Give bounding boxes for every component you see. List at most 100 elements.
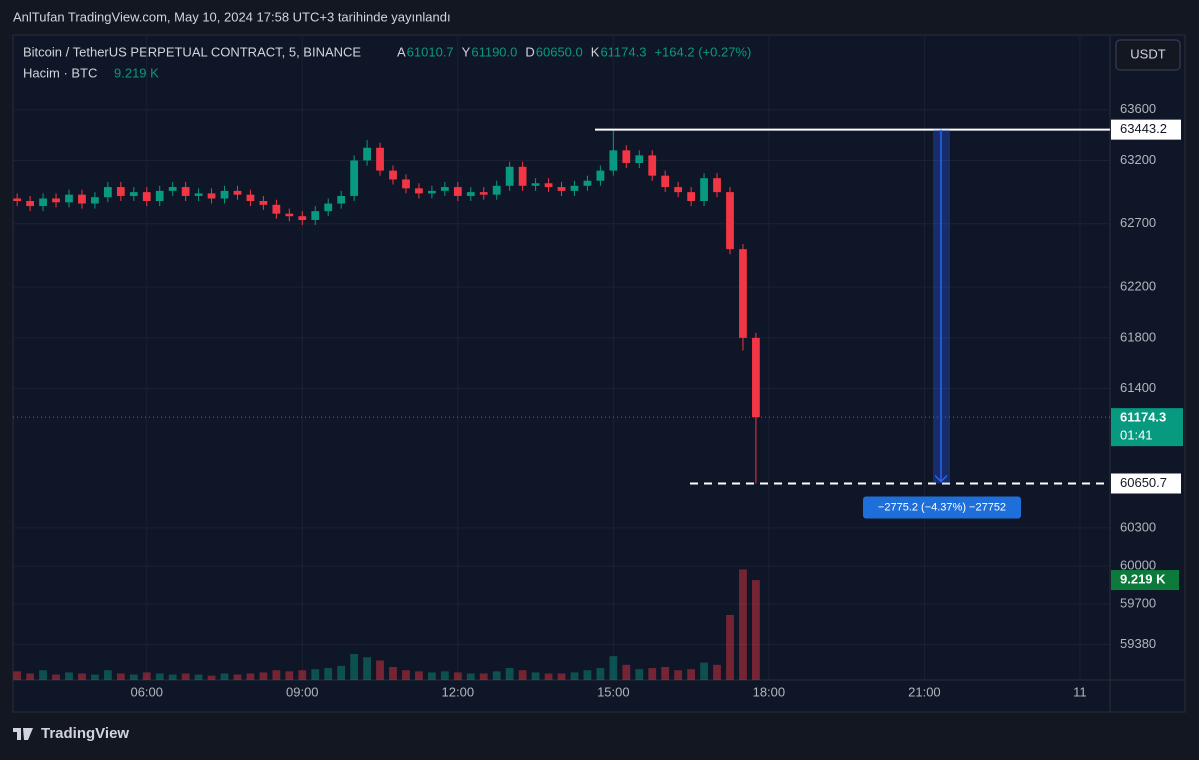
currency-button[interactable]: [1115, 39, 1181, 71]
volume-bar: [103, 670, 112, 680]
candle-body: [78, 194, 86, 204]
candle-body: [661, 175, 670, 188]
candle-body: [155, 190, 164, 202]
candle-body: [674, 187, 683, 193]
y-tick-label: 61400: [1120, 380, 1156, 395]
volume-bar: [739, 569, 747, 680]
candle-body: [311, 211, 320, 221]
candle-body: [492, 185, 501, 195]
candle-body: [622, 150, 631, 163]
volume-bar: [259, 672, 268, 680]
candle-body: [298, 216, 307, 221]
volume-bar: [700, 662, 708, 680]
candle-body: [583, 180, 592, 186]
ohlc-value: 61174.3: [600, 44, 646, 59]
y-tick-label: 61800: [1120, 329, 1156, 344]
chart-panel: [12, 34, 1186, 713]
candle-body: [65, 194, 73, 203]
volume-bar: [609, 656, 618, 680]
candle-body: [428, 190, 436, 194]
candle-body: [466, 192, 475, 196]
volume-bar: [52, 674, 60, 680]
y-tick-label: 59380: [1120, 636, 1156, 651]
volume-bar: [207, 675, 216, 680]
x-tick-label: 18:00: [753, 684, 786, 699]
candle-body: [168, 187, 177, 191]
candle-body: [389, 170, 397, 180]
candle-body: [531, 183, 540, 186]
volume-bar: [726, 614, 734, 680]
volume-bar: [91, 674, 99, 680]
candle-body: [233, 190, 242, 195]
x-tick-label: 21:00: [908, 684, 941, 699]
y-tick-label: 60000: [1120, 557, 1156, 572]
volume-bar: [168, 674, 177, 680]
y-tick-label: 60300: [1120, 519, 1156, 534]
candle-body: [726, 192, 734, 250]
volume-bar: [492, 671, 501, 680]
measure-arrowhead: [934, 474, 948, 483]
candle-body: [479, 192, 488, 195]
volume-bar: [78, 673, 86, 680]
candle-body: [39, 198, 47, 207]
volume-bar: [363, 657, 371, 680]
volume-bar: [402, 670, 410, 680]
candle-body: [220, 190, 229, 199]
volume-bar: [116, 673, 125, 680]
y-tick-label: 59700: [1120, 595, 1156, 610]
ohlc-value: 61010.7: [407, 44, 454, 59]
volume-bar: [389, 666, 397, 680]
volume-bar: [531, 672, 540, 680]
candle-body: [700, 178, 708, 202]
hline-badge: [1111, 119, 1181, 140]
volume-bar: [129, 674, 138, 680]
candle-body: [194, 193, 203, 196]
volume-bar: [324, 668, 333, 680]
candle-body: [116, 187, 125, 196]
candle-body: [544, 183, 553, 188]
countdown: 01:41: [1120, 428, 1153, 443]
candle-body: [402, 179, 410, 189]
hline-badge: [1111, 473, 1181, 494]
volume-bar: [376, 660, 384, 680]
y-tick-label: 62700: [1120, 215, 1156, 230]
volume-bar: [661, 666, 670, 680]
y-tick-label: 63200: [1120, 152, 1156, 167]
ohlc-value: 60650.0: [536, 44, 583, 59]
volume-bar: [26, 673, 34, 680]
candle-body: [129, 192, 138, 196]
volume-bar: [648, 668, 657, 680]
candle-body: [181, 187, 190, 196]
candle-body: [91, 197, 99, 204]
volume-bar: [622, 664, 631, 680]
volume-bar: [713, 664, 721, 680]
volume-bar: [518, 670, 527, 680]
candle-body: [207, 193, 216, 199]
candle-body: [635, 155, 644, 163]
ohlc-key: Y: [462, 44, 471, 59]
measure-box: [863, 496, 1021, 519]
volume-bar: [570, 672, 579, 680]
volume-bar: [674, 670, 683, 680]
last-price-label: 61174.3: [1120, 410, 1166, 425]
volume-bar: [181, 673, 190, 680]
volume-bar: [479, 673, 488, 680]
x-tick-label: 15:00: [597, 684, 630, 699]
candle-body: [52, 198, 60, 203]
candle-body: [557, 187, 566, 191]
volume-bar: [246, 673, 255, 680]
y-tick-label: 62200: [1120, 279, 1156, 294]
volume-bar: [752, 580, 760, 680]
candle-body: [415, 188, 423, 194]
volume-bar: [453, 672, 462, 680]
volume-value: 9.219 K: [114, 65, 159, 80]
candle-body: [142, 192, 151, 202]
candle-body: [246, 194, 255, 202]
volume-bar: [142, 672, 151, 680]
last-price-badge: [1111, 408, 1183, 447]
volume-bar: [557, 673, 566, 680]
volume-bar: [505, 668, 514, 680]
volume-badge-label: 9.219 K: [1120, 572, 1166, 587]
currency-label: USDT: [1130, 46, 1165, 61]
candle-body: [103, 187, 112, 198]
